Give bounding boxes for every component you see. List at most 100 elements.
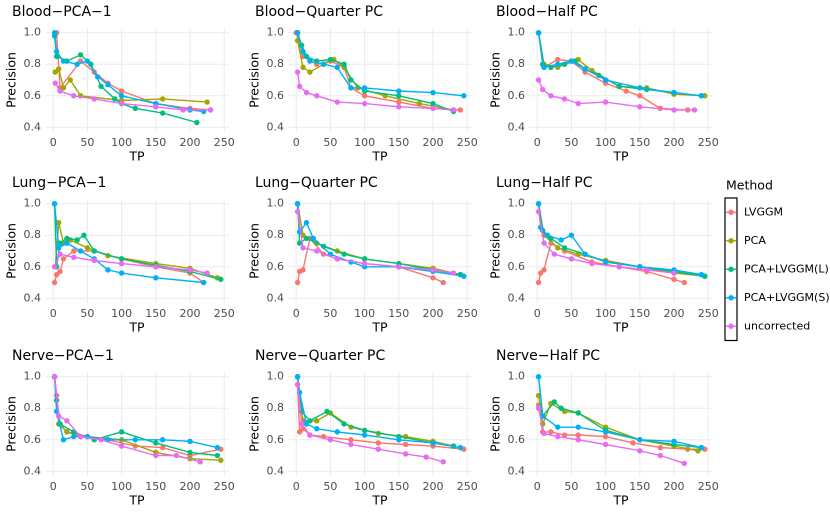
y-axis-label: Precision — [4, 396, 19, 452]
point — [561, 96, 568, 102]
point — [396, 99, 402, 105]
y-axis-label: Precision — [247, 396, 262, 452]
y-tick-label: 0.8 — [24, 228, 42, 241]
point — [334, 64, 340, 71]
point — [348, 441, 354, 448]
point — [402, 441, 409, 448]
point — [294, 208, 301, 215]
series-line — [537, 32, 688, 111]
x-tick-label: 250 — [698, 136, 719, 149]
x-tick-label: 200 — [180, 307, 201, 320]
point — [303, 421, 310, 427]
point — [541, 430, 547, 437]
point — [396, 437, 402, 443]
panel-title: Lung−Quarter PC — [255, 175, 378, 191]
point — [118, 256, 125, 262]
point — [204, 270, 210, 276]
x-tick-label: 0 — [534, 136, 541, 149]
y-tick-label: 0.4 — [267, 464, 285, 477]
panel-title: Nerve−Quarter PC — [255, 348, 385, 364]
y-axis-label: Precision — [488, 223, 503, 279]
point — [74, 61, 80, 67]
point — [310, 235, 317, 242]
y-tick-label: 1.0 — [508, 26, 526, 39]
point — [535, 201, 542, 207]
point — [637, 85, 643, 91]
point — [348, 437, 354, 443]
point — [314, 248, 320, 254]
point — [396, 264, 402, 270]
point — [64, 418, 70, 424]
series-line — [53, 376, 221, 461]
x-axis-label: TP — [371, 149, 388, 164]
point — [657, 452, 664, 459]
point — [637, 93, 643, 99]
point — [77, 52, 84, 58]
point — [324, 408, 330, 415]
point — [153, 275, 159, 281]
point — [153, 264, 159, 270]
point — [698, 444, 705, 451]
point — [361, 427, 368, 434]
point — [64, 429, 70, 435]
point — [112, 96, 118, 102]
point — [98, 83, 104, 90]
x-tick-label: 150 — [145, 136, 166, 149]
point — [695, 448, 701, 454]
point — [214, 444, 221, 451]
point — [53, 53, 60, 60]
point — [98, 437, 104, 443]
point — [74, 237, 80, 243]
point — [94, 74, 101, 80]
point — [671, 438, 677, 445]
x-tick-label: 150 — [388, 307, 409, 320]
point — [671, 89, 677, 96]
point — [361, 256, 368, 262]
point — [555, 245, 561, 251]
y-tick-label: 0.8 — [267, 228, 285, 241]
point — [303, 219, 310, 226]
y-axis-label: Precision — [4, 52, 19, 108]
point — [57, 88, 63, 94]
point — [153, 452, 159, 459]
legend-key-point — [728, 238, 734, 244]
point — [132, 105, 138, 112]
point — [51, 30, 58, 36]
point — [307, 432, 313, 438]
point — [294, 381, 301, 388]
point — [60, 256, 67, 262]
point — [461, 273, 467, 279]
point — [575, 410, 581, 416]
point — [77, 248, 84, 254]
y-tick-label: 1.0 — [508, 197, 526, 210]
point — [307, 69, 313, 75]
x-tick-label: 100 — [111, 307, 132, 320]
point — [691, 107, 698, 113]
series-line — [295, 32, 461, 111]
y-tick-label: 0.4 — [508, 291, 526, 304]
point — [535, 77, 542, 83]
x-axis-label: TP — [371, 493, 388, 508]
x-tick-label: 50 — [564, 307, 578, 320]
point — [303, 89, 310, 96]
point — [327, 437, 334, 443]
point — [602, 429, 609, 435]
x-tick-label: 100 — [595, 480, 616, 493]
point — [396, 93, 402, 99]
series-line — [296, 211, 454, 274]
point — [602, 99, 609, 105]
point — [60, 437, 67, 443]
point — [555, 424, 561, 430]
x-tick-label: 150 — [145, 307, 166, 320]
x-tick-label: 50 — [323, 307, 337, 320]
point — [55, 245, 62, 251]
point — [81, 232, 87, 238]
point — [314, 426, 320, 432]
point — [53, 271, 60, 278]
x-tick-label: 200 — [423, 307, 444, 320]
point — [207, 107, 214, 113]
x-tick-label: 0 — [293, 480, 300, 493]
point — [218, 276, 224, 283]
panel-title: Nerve−Half PC — [496, 348, 600, 364]
